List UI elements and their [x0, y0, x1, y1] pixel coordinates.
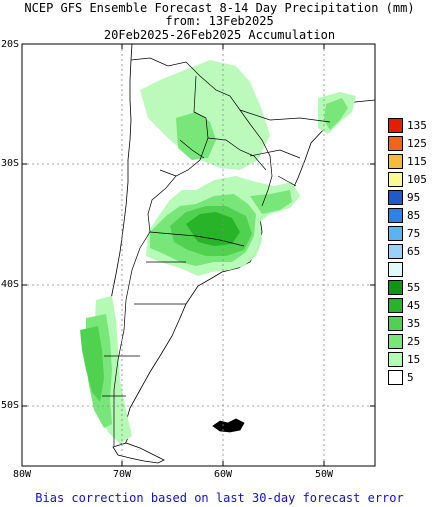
- graticule: [22, 44, 375, 466]
- map-title-line2: from: 13Feb2025: [165, 14, 274, 28]
- legend-label: 35: [407, 317, 421, 330]
- map-content: [80, 44, 375, 464]
- political-borders: [102, 57, 331, 446]
- lat-label-40s: 40S: [1, 279, 20, 290]
- legend-label: 15: [407, 353, 421, 366]
- legend-label: 85: [407, 209, 421, 222]
- map-title-line3: 20Feb2025-26Feb2025 Accumulation: [103, 28, 336, 42]
- legend-swatch: [388, 118, 403, 133]
- precip-35mm-central: [186, 212, 240, 246]
- lon-label-70w: 70W: [113, 469, 132, 480]
- precip-15mm-east: [250, 190, 292, 214]
- falkland-islands: [212, 418, 245, 433]
- legend-swatch: [388, 262, 403, 277]
- legend-swatch: [388, 244, 403, 259]
- legend-swatch: [388, 280, 403, 295]
- precip-15mm-north: [176, 112, 216, 160]
- legend-swatch: [388, 316, 403, 331]
- legend-label: 65: [407, 245, 421, 258]
- legend-swatch: [388, 226, 403, 241]
- lon-label-60w: 60W: [214, 469, 233, 480]
- legend-label: 115: [407, 155, 427, 168]
- legend-swatch: [388, 352, 403, 367]
- legend-swatch: [388, 298, 403, 313]
- legend-label: 55: [407, 281, 421, 294]
- map-title-line1: NCEP GFS Ensemble Forecast 8-14 Day Prec…: [24, 1, 415, 15]
- tierra-del-fuego: [112, 442, 165, 464]
- legend-swatch: [388, 334, 403, 349]
- legend-label: 5: [407, 371, 414, 384]
- legend-label: 135: [407, 119, 427, 132]
- legend-label: 125: [407, 137, 427, 150]
- legend-swatch: [388, 190, 403, 205]
- legend-label: 95: [407, 191, 421, 204]
- legend-label: 25: [407, 335, 421, 348]
- precip-5mm-north: [140, 60, 270, 170]
- lat-label-30s: 30S: [1, 158, 20, 169]
- precip-25mm-patagonia: [80, 326, 104, 402]
- lat-label-50s: 50S: [1, 400, 20, 411]
- legend-swatch: [388, 370, 403, 385]
- lat-label-20s: 20S: [1, 39, 20, 50]
- legend-swatch: [388, 154, 403, 169]
- legend-label: 75: [407, 227, 421, 240]
- plot-frame: [21, 43, 376, 467]
- legend-swatch: [388, 172, 403, 187]
- bias-correction-note: Bias correction based on last 30-day for…: [35, 491, 404, 505]
- lon-label-50w: 50W: [315, 469, 334, 480]
- axis-ticks: [22, 44, 375, 466]
- legend-swatch: [388, 208, 403, 223]
- legend-label: 105: [407, 173, 427, 186]
- legend-swatch: [388, 136, 403, 151]
- lon-label-80w: 80W: [13, 469, 32, 480]
- legend-label: 45: [407, 299, 421, 312]
